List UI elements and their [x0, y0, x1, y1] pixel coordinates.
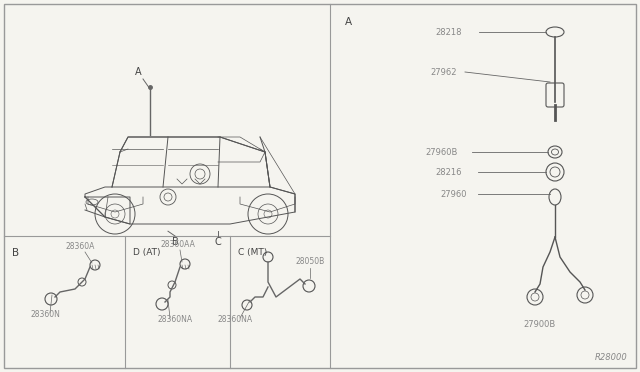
Text: B: B	[172, 237, 179, 247]
Text: 28360AA: 28360AA	[161, 240, 195, 249]
Text: C: C	[214, 237, 221, 247]
Text: 28360NA: 28360NA	[157, 315, 193, 324]
Text: R28000: R28000	[595, 353, 628, 362]
Text: 28216: 28216	[435, 167, 461, 176]
Text: 28360NA: 28360NA	[218, 315, 253, 324]
Text: 27900B: 27900B	[524, 320, 556, 329]
Text: 27960: 27960	[440, 189, 467, 199]
Text: 28218: 28218	[435, 28, 461, 36]
Text: 28360A: 28360A	[65, 242, 95, 251]
Text: B: B	[12, 248, 19, 258]
Text: 28050B: 28050B	[296, 257, 324, 266]
Text: A: A	[344, 17, 352, 27]
Text: 27960B: 27960B	[425, 148, 458, 157]
Text: 28360N: 28360N	[30, 310, 60, 319]
Text: A: A	[134, 67, 141, 77]
Text: C (MT): C (MT)	[238, 248, 268, 257]
Text: 27962: 27962	[430, 67, 456, 77]
Text: D (AT): D (AT)	[133, 248, 160, 257]
